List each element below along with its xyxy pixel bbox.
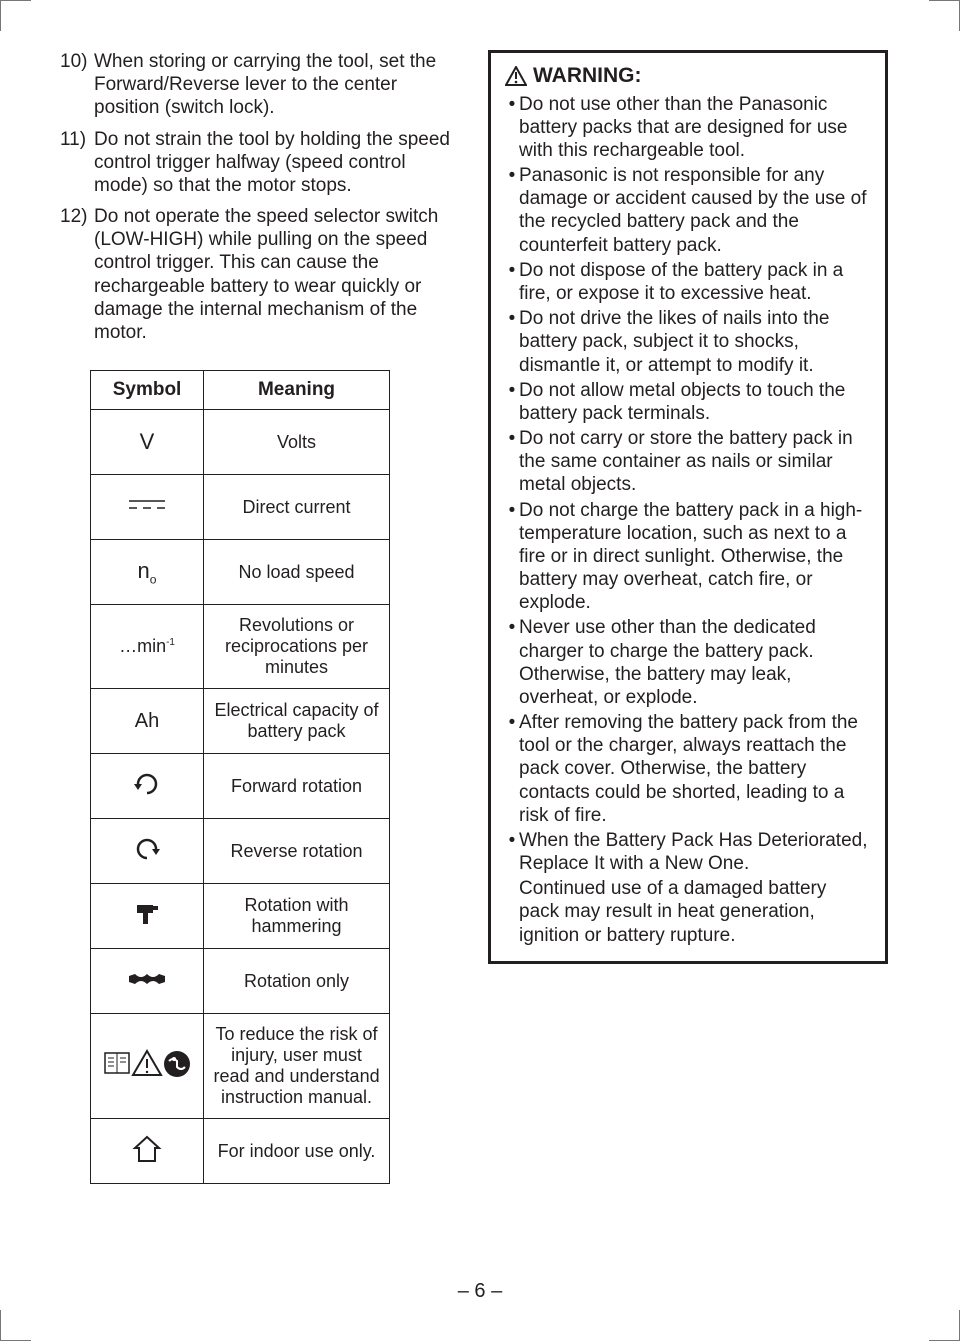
table-row: no No load speed [91, 540, 390, 605]
symbol-cell: V [91, 410, 204, 475]
list-item: 11) Do not strain the tool by holding th… [60, 128, 460, 198]
symbol-cell: Ah [91, 689, 204, 754]
crop-mark-icon [0, 0, 31, 31]
item-number: 12) [60, 205, 94, 344]
meaning-cell: Volts [204, 410, 390, 475]
hammer-icon [133, 901, 161, 927]
warning-bullet: •Do not drive the likes of nails into th… [505, 307, 871, 377]
direct-current-icon [127, 497, 167, 513]
table-row: Reverse rotation [91, 819, 390, 884]
table-row: V Volts [91, 410, 390, 475]
list-item: 12) Do not operate the speed selector sw… [60, 205, 460, 344]
item-text: When storing or carrying the tool, set t… [94, 50, 460, 120]
content-columns: 10) When storing or carrying the tool, s… [60, 50, 900, 1184]
symbol-table: Symbol Meaning V Volts [90, 370, 390, 1184]
symbol-cell [91, 949, 204, 1014]
crop-mark-icon [0, 1310, 31, 1341]
meaning-cell: Rotation with hammering [204, 884, 390, 949]
amp-hour-icon: Ah [135, 710, 159, 732]
meaning-cell: Revolutions or reciprocations per minute… [204, 605, 390, 689]
symbol-cell [91, 1014, 204, 1119]
header-symbol: Symbol [91, 371, 204, 410]
meaning-cell: Forward rotation [204, 754, 390, 819]
item-number: 10) [60, 50, 94, 120]
warning-title: WARNING: [505, 63, 871, 89]
per-minute-icon: …min-1 [119, 636, 175, 656]
table-row: Forward rotation [91, 754, 390, 819]
symbol-cell [91, 819, 204, 884]
table-row: To reduce the risk of injury, user must … [91, 1014, 390, 1119]
volts-icon: V [140, 429, 155, 454]
table-row: …min-1 Revolutions or reciprocations per… [91, 605, 390, 689]
symbol-cell [91, 475, 204, 540]
table-row: Rotation only [91, 949, 390, 1014]
forward-rotation-icon [134, 771, 160, 797]
warning-bullet-list: •Do not use other than the Panasonic bat… [505, 93, 871, 876]
warning-bullet: •When the Battery Pack Has Deteriorated,… [505, 829, 871, 875]
manual-page: 10) When storing or carrying the tool, s… [0, 0, 960, 1341]
right-column: WARNING: •Do not use other than the Pana… [488, 50, 888, 1184]
read-manual-icon [103, 1047, 191, 1081]
left-column: 10) When storing or carrying the tool, s… [60, 50, 460, 1184]
warning-label: WARNING: [533, 63, 642, 89]
item-text: Do not operate the speed selector switch… [94, 205, 460, 344]
table-row: Direct current [91, 475, 390, 540]
meaning-cell: Rotation only [204, 949, 390, 1014]
list-item: 10) When storing or carrying the tool, s… [60, 50, 460, 120]
item-text: Do not strain the tool by holding the sp… [94, 128, 460, 198]
table-header-row: Symbol Meaning [91, 371, 390, 410]
indoor-use-icon [132, 1134, 162, 1164]
meaning-cell: Electrical capacity of battery pack [204, 689, 390, 754]
table-row: For indoor use only. [91, 1119, 390, 1184]
warning-bullet: •Do not use other than the Panasonic bat… [505, 93, 871, 163]
warning-bullet: •After removing the battery pack from th… [505, 711, 871, 827]
symbol-cell: …min-1 [91, 605, 204, 689]
warning-bullet: •Do not carry or store the battery pack … [505, 427, 871, 497]
item-number: 11) [60, 128, 94, 198]
warning-continuation: Continued use of a damaged battery pack … [519, 877, 871, 947]
warning-bullet: •Do not charge the battery pack in a hig… [505, 499, 871, 615]
reverse-rotation-icon [134, 836, 160, 862]
warning-bullet: •Panasonic is not responsible for any da… [505, 164, 871, 257]
meaning-cell: Direct current [204, 475, 390, 540]
warning-bullet: •Do not dispose of the battery pack in a… [505, 259, 871, 305]
warning-box: WARNING: •Do not use other than the Pana… [488, 50, 888, 964]
symbol-cell [91, 1119, 204, 1184]
table-row: Ah Electrical capacity of battery pack [91, 689, 390, 754]
meaning-cell: No load speed [204, 540, 390, 605]
warning-bullet: •Do not allow metal objects to touch the… [505, 379, 871, 425]
drill-bit-icon [127, 968, 167, 990]
numbered-list: 10) When storing or carrying the tool, s… [60, 50, 460, 344]
page-number: – 6 – [0, 1280, 960, 1303]
symbol-cell [91, 884, 204, 949]
crop-mark-icon [929, 0, 960, 31]
table-row: Rotation with hammering [91, 884, 390, 949]
meaning-cell: To reduce the risk of injury, user must … [204, 1014, 390, 1119]
crop-mark-icon [929, 1310, 960, 1341]
warning-bullet: •Never use other than the dedicated char… [505, 616, 871, 709]
symbol-cell: no [91, 540, 204, 605]
symbol-cell [91, 754, 204, 819]
no-load-speed-icon: no [138, 558, 157, 583]
warning-triangle-icon [505, 66, 527, 86]
header-meaning: Meaning [204, 371, 390, 410]
meaning-cell: Reverse rotation [204, 819, 390, 884]
meaning-cell: For indoor use only. [204, 1119, 390, 1184]
